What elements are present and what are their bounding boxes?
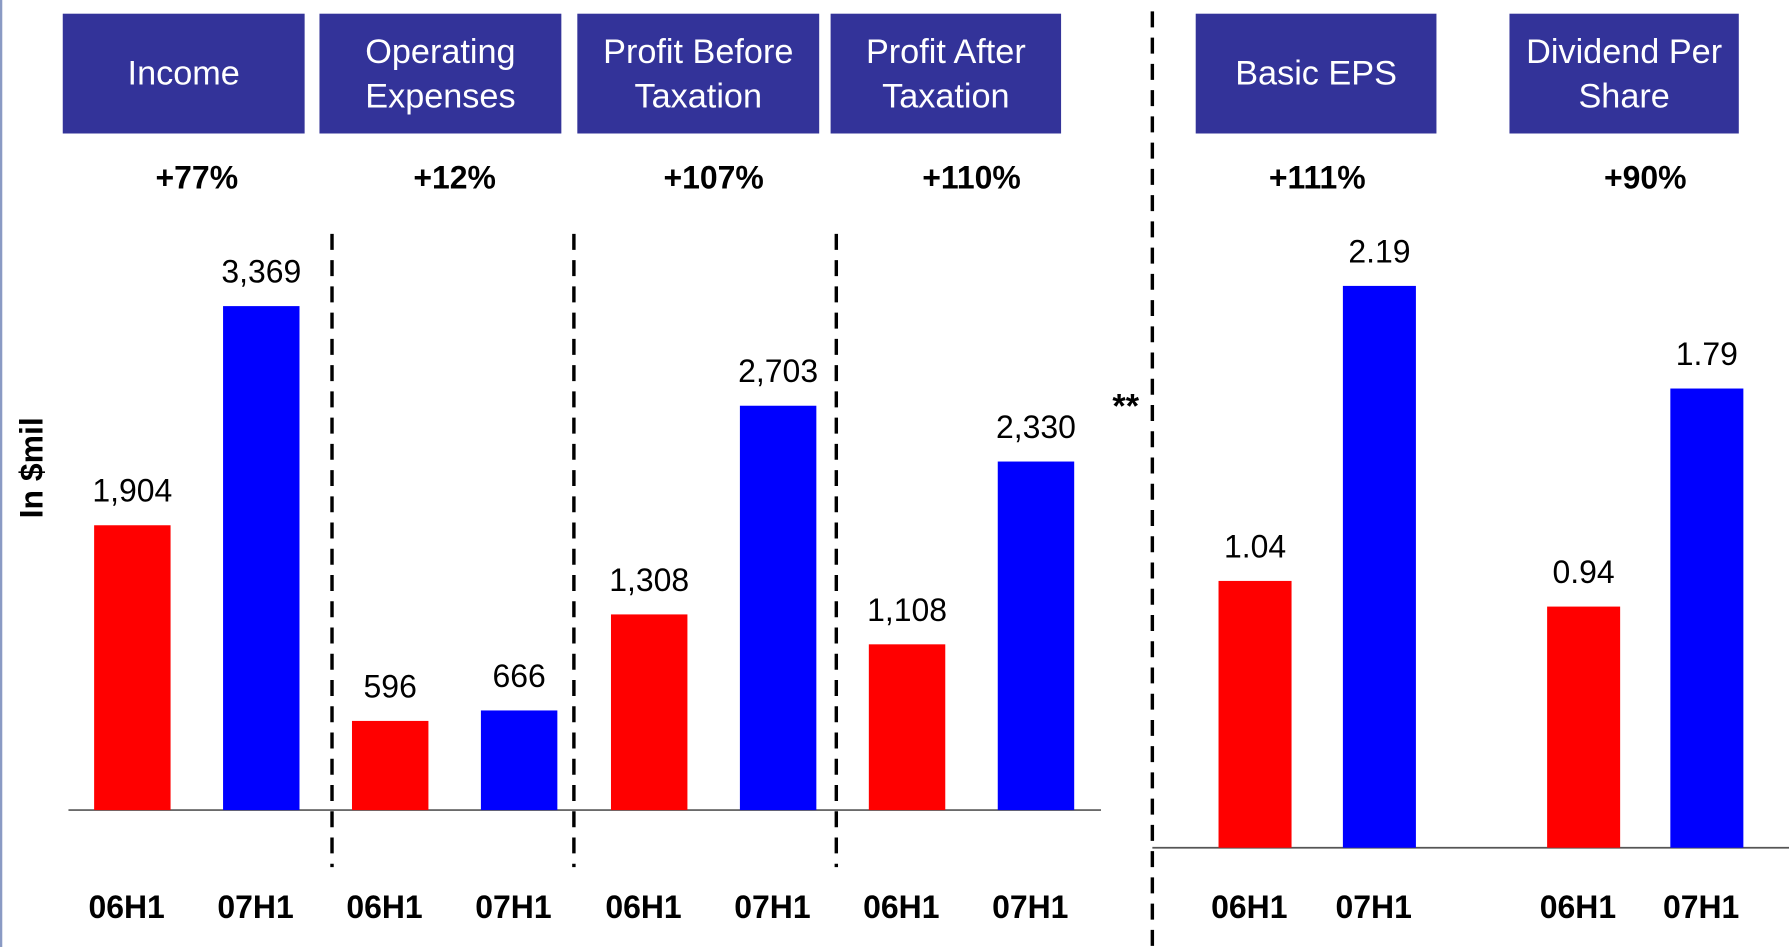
header-title: Profit After Taxation xyxy=(865,32,1026,115)
header: Dividend Per Share xyxy=(1526,32,1723,115)
x-tick-label: 07H1 xyxy=(1336,889,1412,925)
bar xyxy=(94,525,171,811)
header: Profit After Taxation xyxy=(865,32,1026,115)
value-label: 2,703 xyxy=(738,353,818,389)
dividers xyxy=(330,11,1155,947)
header: Operating Expenses xyxy=(365,32,516,115)
header-box xyxy=(830,13,1062,134)
header-title: Dividend Per Share xyxy=(1526,32,1723,115)
x-tick-label: 06H1 xyxy=(88,889,164,925)
change-label: +110% xyxy=(922,160,1021,196)
x-tick-label: 07H1 xyxy=(1663,889,1739,925)
value-label: 2,330 xyxy=(996,409,1076,445)
header: Income xyxy=(127,54,240,93)
bar xyxy=(480,710,558,811)
change-label: +90% xyxy=(1604,160,1687,196)
bar xyxy=(223,306,300,811)
value-label: 3,369 xyxy=(221,254,301,290)
bar xyxy=(997,461,1075,811)
header-box xyxy=(62,13,305,134)
y-axis-label: In $mil xyxy=(14,417,50,518)
header-box xyxy=(577,13,820,134)
value-label: 1,308 xyxy=(609,562,689,598)
x-tick-label: 07H1 xyxy=(992,889,1068,925)
header: Profit Before Taxation xyxy=(603,32,794,115)
header-box xyxy=(1509,13,1739,134)
value-label: 666 xyxy=(492,658,545,694)
header-title: Operating Expenses xyxy=(365,32,516,115)
x-tick-label: 07H1 xyxy=(475,889,551,925)
value-label: 1.79 xyxy=(1676,336,1738,372)
bar xyxy=(1218,580,1292,848)
value-label: 1,108 xyxy=(867,592,947,628)
x-tick-label: 07H1 xyxy=(734,889,810,925)
change-label: +111% xyxy=(1269,160,1366,196)
bar xyxy=(1547,606,1621,848)
left-edge xyxy=(0,0,3,947)
bar xyxy=(1342,285,1416,848)
x-tick-label: 06H1 xyxy=(346,889,422,925)
bar xyxy=(868,644,946,811)
value-label: 0.94 xyxy=(1553,554,1615,590)
change-label: +77% xyxy=(156,160,239,196)
bar xyxy=(1670,388,1744,848)
header-box xyxy=(319,13,562,134)
value-label: 596 xyxy=(364,668,417,704)
x-tick-label: 06H1 xyxy=(863,889,939,925)
header-title: Basic EPS xyxy=(1235,54,1397,93)
value-label: 2.19 xyxy=(1348,233,1410,269)
header-box xyxy=(1195,13,1437,134)
change-label: +12% xyxy=(413,160,496,196)
annotation: ** xyxy=(1112,388,1139,426)
x-tick-label: 06H1 xyxy=(605,889,681,925)
value-label: 1,904 xyxy=(92,473,172,509)
change-label: +107% xyxy=(663,160,763,196)
bar xyxy=(351,720,429,811)
bar xyxy=(610,614,688,811)
x-tick-label: 07H1 xyxy=(217,889,293,925)
header: Basic EPS xyxy=(1235,54,1397,93)
value-label: 1.04 xyxy=(1224,528,1286,564)
header-title: Income xyxy=(127,54,240,93)
x-tick-label: 06H1 xyxy=(1211,889,1287,925)
header-title: Profit Before Taxation xyxy=(603,32,794,115)
bar xyxy=(739,405,817,811)
x-tick-label: 06H1 xyxy=(1540,889,1616,925)
